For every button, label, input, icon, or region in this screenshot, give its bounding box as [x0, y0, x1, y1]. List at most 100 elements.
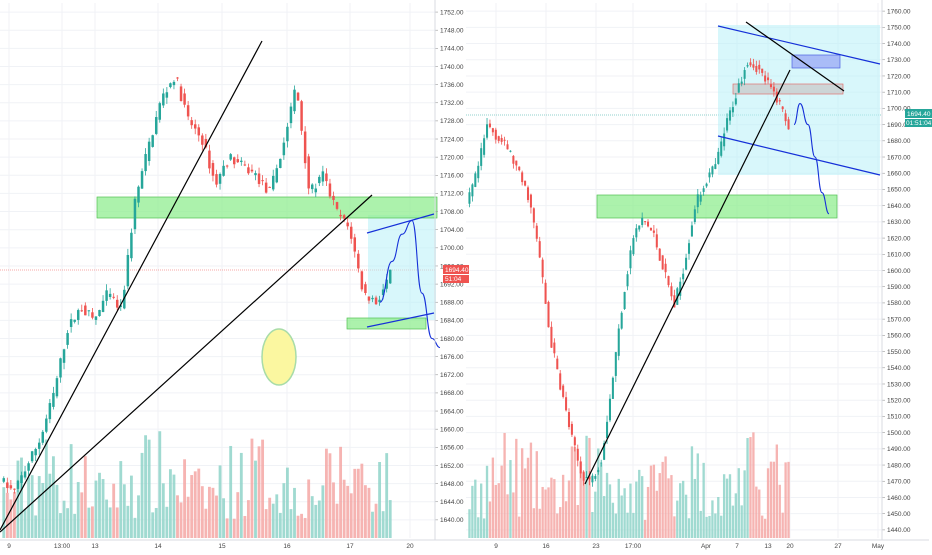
candle-body — [374, 297, 378, 305]
candle-body — [699, 194, 702, 202]
y-tick-label: 1736.00 — [440, 82, 464, 89]
y-tick-label: 1652.00 — [440, 463, 464, 470]
volume-bar — [544, 489, 547, 538]
left-last-price: 1694.40 — [445, 267, 469, 274]
candle-body — [16, 480, 20, 489]
candle-body — [215, 174, 218, 185]
volume-bar — [579, 461, 582, 538]
candle-body — [165, 92, 169, 98]
candle-body — [556, 358, 559, 370]
volume-bar — [676, 500, 679, 538]
volume-bar — [602, 496, 606, 538]
candle-body — [201, 135, 204, 145]
y-tick-label: 1648.00 — [440, 481, 464, 488]
x-tick-label: 9 — [494, 543, 498, 550]
volume-bar — [204, 508, 208, 538]
candle-body — [767, 77, 770, 81]
candle-body — [59, 358, 62, 378]
volume-bar — [371, 511, 374, 538]
volume-bar — [775, 444, 778, 538]
candle-body — [547, 301, 550, 328]
candle-body — [535, 225, 538, 239]
candle-body — [690, 225, 693, 237]
candle-body — [600, 462, 603, 464]
y-tick-label: 1650.00 — [887, 187, 911, 194]
volume-bar — [55, 484, 59, 538]
candle-body — [41, 431, 45, 443]
candle-body — [254, 173, 257, 176]
candle-body — [673, 295, 676, 308]
volume-bar — [611, 502, 615, 538]
candle-body — [591, 475, 594, 483]
candle-body — [769, 84, 772, 88]
volume-bar — [222, 498, 226, 538]
candle-body — [559, 373, 562, 390]
candle-body — [80, 310, 84, 312]
volume-bar — [570, 446, 574, 538]
projection-curve — [793, 102, 830, 215]
volume-bar — [9, 499, 13, 538]
volume-bar — [608, 484, 612, 538]
candle-body — [614, 352, 617, 376]
candle-body — [772, 86, 775, 92]
volume-bar — [491, 457, 495, 538]
volume-bar — [307, 479, 311, 538]
candle-body — [342, 215, 346, 219]
candle-body — [91, 312, 94, 318]
candle-body — [544, 282, 547, 304]
y-tick-label: 1748.00 — [440, 28, 464, 35]
volume-bar — [90, 506, 94, 538]
volume-bar — [649, 465, 653, 538]
candle-body — [55, 378, 59, 397]
candle-body — [644, 221, 647, 223]
volume-bar — [512, 492, 515, 538]
volume-bar — [254, 460, 257, 538]
y-tick-label: 1664.00 — [440, 408, 464, 415]
volume-bar — [147, 439, 151, 538]
volume-bar — [381, 511, 385, 538]
volume-bar — [328, 453, 332, 538]
candle-body — [623, 291, 626, 310]
volume-bar — [541, 486, 544, 538]
volume-bar — [207, 486, 211, 538]
candle-body — [608, 398, 611, 421]
candle-body — [711, 166, 714, 175]
candle-body — [275, 168, 279, 183]
volume-bar — [332, 482, 335, 538]
volume-bar — [176, 495, 179, 538]
volume-bar — [172, 474, 176, 538]
x-tick-label: 17 — [346, 543, 354, 550]
candle-body — [494, 129, 497, 140]
x-tick-label: 13 — [764, 543, 772, 550]
candle-body — [232, 157, 236, 165]
volume-bar — [717, 497, 720, 538]
y-tick-label: 1716.00 — [440, 173, 464, 180]
candle-body — [500, 137, 503, 142]
candle-body — [2, 478, 6, 482]
candle-body — [471, 184, 474, 197]
volume-bar — [679, 483, 682, 538]
volume-bar — [126, 505, 130, 538]
y-tick-label: 1730.00 — [887, 57, 911, 64]
candle-body — [37, 442, 41, 449]
candle-body — [271, 175, 275, 190]
volume-bar — [711, 500, 714, 538]
candle-body — [728, 110, 732, 121]
volume-bar — [725, 478, 729, 538]
candle-body — [573, 437, 576, 446]
candle-body — [585, 477, 588, 479]
y-tick-label: 1700.00 — [887, 106, 911, 113]
volume-bar — [588, 437, 591, 538]
purple-zone — [791, 54, 841, 69]
volume-bar — [497, 483, 500, 538]
volume-bar — [561, 474, 565, 538]
volume-bar — [684, 494, 688, 538]
volume-bar — [23, 508, 27, 538]
candle-body — [491, 128, 494, 133]
candle-body — [335, 202, 339, 209]
volume-bar — [363, 485, 367, 538]
candle-body — [781, 106, 784, 110]
y-tick-label: 1672.00 — [440, 372, 464, 379]
candle-body — [509, 150, 512, 152]
